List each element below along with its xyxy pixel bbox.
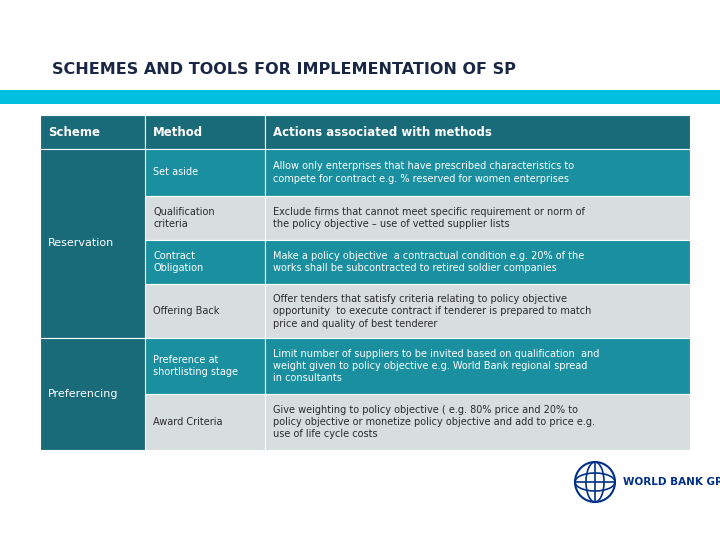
Text: Offering Back: Offering Back [153,306,220,316]
Text: Reservation: Reservation [48,239,114,248]
Text: Make a policy objective  a contractual condition e.g. 20% of the
works shall be : Make a policy objective a contractual co… [273,251,584,273]
Text: Preferencing: Preferencing [48,389,119,399]
Text: Method: Method [153,125,203,138]
Text: Offer tenders that satisfy criteria relating to policy objective
opportunity  to: Offer tenders that satisfy criteria rela… [273,294,591,328]
Bar [145,149,265,195]
Bar [0,90,720,104]
Bar [265,285,690,338]
Bar [40,115,145,149]
Text: Limit number of suppliers to be invited based on qualification  and
weight given: Limit number of suppliers to be invited … [273,349,599,383]
Bar [265,240,690,285]
Text: Qualification
criteria: Qualification criteria [153,207,215,229]
Bar [145,285,265,338]
Text: Give weighting to policy objective ( e.g. 80% price and 20% to
policy objective : Give weighting to policy objective ( e.g… [273,404,595,440]
Text: Actions associated with methods: Actions associated with methods [273,125,492,138]
Bar [145,240,265,285]
Text: WORLD BANK GROUP: WORLD BANK GROUP [623,477,720,487]
Bar [265,195,690,240]
Text: Allow only enterprises that have prescribed characteristics to
compete for contr: Allow only enterprises that have prescri… [273,161,574,184]
Bar [265,115,690,149]
Text: Scheme: Scheme [48,125,100,138]
Text: Set aside: Set aside [153,167,198,177]
Bar [40,338,145,450]
Text: Award Criteria: Award Criteria [153,417,222,427]
Text: Exclude firms that cannot meet specific requirement or norm of
the policy object: Exclude firms that cannot meet specific … [273,207,585,229]
Bar [265,394,690,450]
Text: Preference at
shortlisting stage: Preference at shortlisting stage [153,355,238,377]
Text: SCHEMES AND TOOLS FOR IMPLEMENTATION OF SP: SCHEMES AND TOOLS FOR IMPLEMENTATION OF … [52,63,516,78]
Bar [40,149,145,338]
Bar [145,195,265,240]
Bar [265,338,690,394]
Bar [265,149,690,195]
Bar [145,394,265,450]
Bar [145,338,265,394]
Text: Contract
Obligation: Contract Obligation [153,251,203,273]
Bar [145,115,265,149]
